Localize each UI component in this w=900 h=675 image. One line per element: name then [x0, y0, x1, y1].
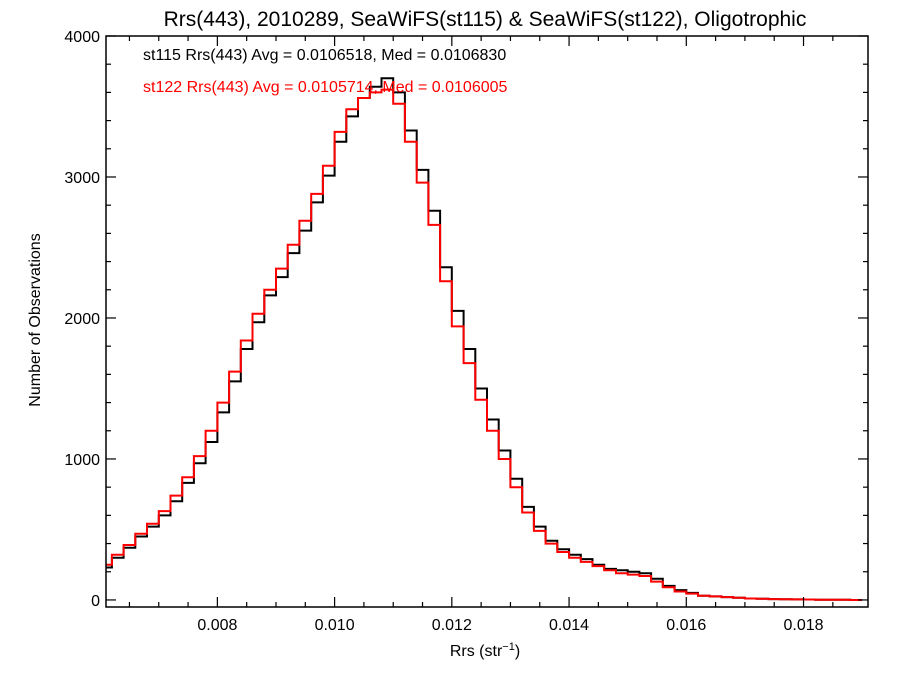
y-axis: 0 1000 2000 3000 4000: [64, 29, 868, 610]
x-axis-label-close: ): [515, 643, 520, 660]
legend-text-st115: st115 Rrs(443) Avg = 0.0106518, Med = 0.…: [143, 47, 506, 64]
legend-text-st122: st122 Rrs(443) Avg = 0.0105714, Med = 0.…: [143, 79, 508, 96]
y-axis-label: Number of Observations: [27, 233, 44, 406]
y-tick-label: 4000: [64, 29, 100, 46]
x-tick-label: 0.014: [549, 617, 589, 634]
x-axis: 0.008 0.010 0.012 0.014 0.016 0.018: [128, 36, 834, 634]
x-axis-label: Rrs (str−1): [450, 641, 520, 660]
series-line-st115: [106, 77, 863, 601]
x-axis-label-main: Rrs (str: [450, 643, 503, 660]
x-tick-label: 0.010: [315, 617, 355, 634]
x-tick-label: 0.018: [783, 617, 823, 634]
x-axis-label-superscript: −1: [502, 641, 515, 653]
y-tick-label: 2000: [64, 311, 100, 328]
y-tick-label: 3000: [64, 170, 100, 187]
plot-frame: [105, 35, 869, 608]
y-tick-label: 1000: [64, 452, 100, 469]
x-tick-label: 0.012: [432, 617, 472, 634]
series-line-st122: [106, 88, 863, 601]
plot-area: [106, 77, 863, 601]
y-tick-label: 0: [91, 593, 100, 610]
x-tick-label: 0.016: [666, 617, 706, 634]
x-tick-label: 0.008: [197, 617, 237, 634]
chart-title: Rrs(443), 2010289, SeaWiFS(st115) & SeaW…: [164, 8, 807, 31]
